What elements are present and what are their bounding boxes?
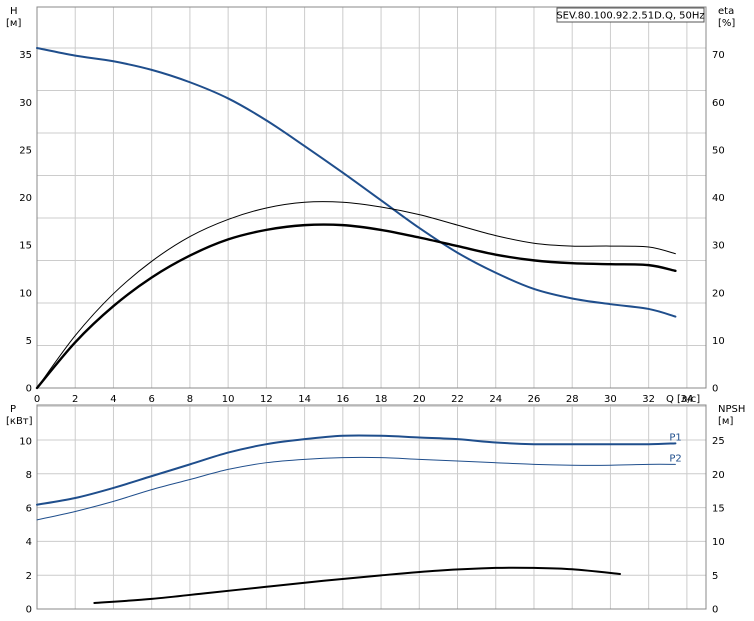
y2-tick-label: 30	[712, 241, 725, 252]
y2-tick-label: 70	[712, 50, 725, 61]
y-tick-label: 5	[26, 336, 32, 347]
series-line-0-2	[36, 201, 676, 389]
lower-panel: 0 2 4 6 8 10 0 5 10 15 20 25 P[кВт] NPSH[м] P1 P2	[6, 404, 745, 616]
y-tick-label: 0	[26, 605, 32, 616]
series-label-p1: P1	[669, 432, 681, 443]
x-tick-label: 8	[187, 394, 193, 405]
y-tick-label: 0	[26, 384, 32, 395]
y-axis-label: H	[10, 6, 18, 17]
y-tick-label: 10	[19, 288, 32, 299]
series-line-1-1	[36, 456, 676, 521]
x-tick-label: 30	[604, 394, 617, 405]
y2-tick-label: 50	[712, 145, 725, 156]
x-tick-label: 12	[260, 394, 273, 405]
y2-tick-label: 10	[712, 537, 725, 548]
y2-tick-label: 10	[712, 336, 725, 347]
x-tick-label: 18	[375, 394, 388, 405]
x-axis-label: Q [л/с]	[666, 394, 700, 405]
y2-tick-label: 20	[712, 470, 725, 481]
y2-tick-label: 15	[712, 504, 725, 515]
y2-axis-label: NPSH	[718, 404, 745, 415]
x-tick-label: 0	[34, 394, 40, 405]
x-tick-label: 24	[489, 394, 502, 405]
y2-tick-label: 20	[712, 288, 725, 299]
y2-axis-label: eta	[718, 6, 734, 17]
x-tick-label: 14	[298, 394, 311, 405]
legend-box	[556, 7, 705, 23]
x-tick-label: 32	[642, 394, 655, 405]
plot-frame	[36, 6, 707, 389]
y-tick-label: 15	[19, 241, 32, 252]
y-axis-unit: [м]	[6, 18, 21, 29]
y2-tick-label: 0	[712, 384, 718, 395]
legend-text: SEV.80.100.92.2.51D.Q, 50Hz	[556, 11, 704, 22]
series-line-0-0	[36, 46, 677, 318]
x-tick-label: 4	[110, 394, 116, 405]
y-tick-label: 35	[19, 50, 32, 61]
y-tick-label: 8	[26, 470, 32, 481]
x-tick-label: 20	[413, 394, 426, 405]
plot-frame	[36, 404, 707, 610]
y2-tick-label: 0	[712, 605, 718, 616]
series-line-1-0	[36, 434, 677, 506]
y2-axis-unit: [%]	[718, 18, 735, 29]
y-tick-label: 25	[19, 145, 32, 156]
x-tick-label: 6	[148, 394, 154, 405]
x-tick-label: 26	[528, 394, 541, 405]
y-axis-label: P	[10, 404, 16, 415]
y-tick-label: 4	[26, 537, 32, 548]
y2-axis-unit: [м]	[718, 416, 733, 427]
y-tick-label: 20	[19, 193, 32, 204]
x-tick-label: 34	[681, 394, 694, 405]
y-tick-label: 30	[19, 98, 32, 109]
series-line-0-1	[35, 223, 677, 390]
series-label-p2: P2	[669, 453, 681, 464]
y2-tick-label: 60	[712, 98, 725, 109]
y-tick-label: 6	[26, 504, 32, 515]
x-tick-label: 10	[222, 394, 235, 405]
x-tick-label: 16	[336, 394, 349, 405]
y2-tick-label: 5	[712, 571, 718, 582]
y-tick-label: 10	[19, 436, 32, 447]
x-tick-label: 22	[451, 394, 464, 405]
y2-tick-label: 25	[712, 436, 725, 447]
y-axis-unit: [кВт]	[6, 416, 33, 427]
series-line-1-2	[93, 566, 621, 604]
x-tick-label: 28	[566, 394, 579, 405]
x-tick-label: 2	[72, 394, 78, 405]
y-tick-label: 2	[26, 571, 32, 582]
y2-tick-label: 40	[712, 193, 725, 204]
